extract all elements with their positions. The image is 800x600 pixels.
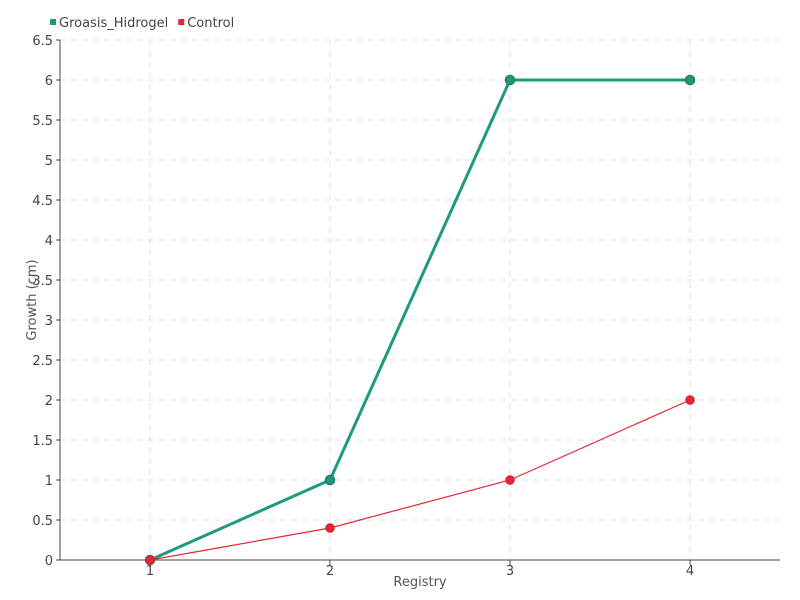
y-tick-label: 5 (45, 154, 53, 169)
y-tick-label: 6 (45, 74, 53, 89)
y-tick-label: 3 (45, 314, 53, 329)
data-point[interactable] (504, 74, 516, 86)
y-tick-label: 1 (45, 474, 53, 489)
y-tick-label: 1.5 (32, 434, 53, 449)
y-tick-label: 6.5 (32, 34, 53, 49)
y-tick-label: 2.5 (32, 354, 53, 369)
x-axis-title: Registry (393, 575, 447, 590)
data-point[interactable] (325, 523, 335, 533)
legend-swatch (178, 19, 185, 25)
y-tick-label: 5.5 (32, 114, 53, 129)
series-control (145, 395, 695, 565)
y-tick-label: 4 (45, 234, 53, 249)
series (144, 74, 696, 566)
y-tick-label: 2 (45, 394, 53, 409)
series-line (149, 78, 690, 562)
grid (60, 39, 780, 560)
x-tick-label: 3 (506, 564, 514, 579)
axes (56, 39, 780, 565)
legend-label[interactable]: Groasis_Hidrogel (59, 16, 168, 31)
y-tick-label: 4.5 (32, 194, 53, 209)
x-tick-labels: 1 2 3 4 (146, 564, 694, 579)
y-axis-title: Growth (cm) (25, 259, 40, 340)
y-tick-label: 3.5 (32, 274, 53, 289)
data-point[interactable] (324, 474, 336, 486)
legend-swatch (50, 19, 56, 25)
y-tick-labels: 0 0.5 1 1.5 2 2.5 3 3.5 4 4.5 5 5.5 6 6.5 (32, 34, 53, 569)
data-point[interactable] (145, 555, 155, 565)
x-tick-label: 1 (146, 564, 154, 579)
x-tick-label: 2 (326, 564, 334, 579)
data-point[interactable] (684, 74, 696, 86)
data-point[interactable] (505, 475, 515, 485)
legend-label[interactable]: Control (187, 16, 234, 31)
legend: Groasis_Hidrogel Control (50, 16, 234, 31)
y-tick-label: 0.5 (32, 514, 53, 529)
x-tick-label: 4 (686, 564, 694, 579)
y-tick-label: 0 (45, 554, 53, 569)
series-line (149, 399, 691, 561)
data-point[interactable] (685, 395, 695, 405)
